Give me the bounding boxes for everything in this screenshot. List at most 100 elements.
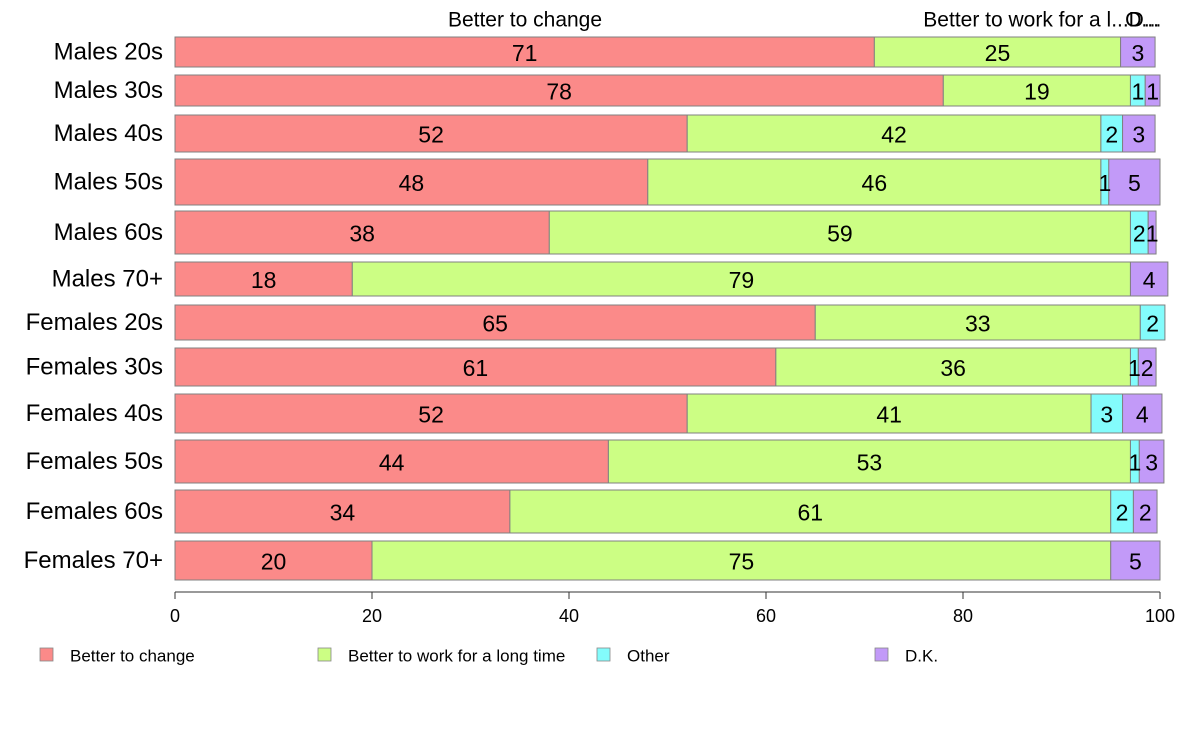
segment-header-label: Better to change	[448, 9, 602, 32]
data-label: 36	[940, 355, 966, 381]
bar-segment-better-to-work-for-a-long-time	[873, 36, 1122, 68]
bar-segment-better-to-work-for-a-long-time	[686, 393, 1092, 434]
x-tick-label: 20	[362, 606, 382, 626]
legend-swatch-d-k	[874, 647, 889, 662]
bar-segment-better-to-change	[174, 347, 777, 387]
category-label: Males 50s	[54, 169, 163, 196]
category-label: Females 30s	[26, 354, 163, 381]
bar-segment-d-k	[1138, 439, 1165, 484]
data-label: 2	[1141, 355, 1154, 381]
segment-header-label: Better to work for a l...	[923, 9, 1128, 32]
data-label: 41	[876, 402, 902, 428]
data-label: 79	[729, 267, 755, 293]
data-label: 44	[379, 450, 405, 476]
bar-segment-better-to-change	[174, 393, 688, 434]
value-labels-layer: 71 25 378 19 1 152 42 2 348 46 1 538 59 2 118 79 465 33 26…	[251, 40, 1159, 575]
bar-segment-better-to-work-for-a-long-time	[686, 114, 1102, 153]
data-label: 1	[1098, 170, 1111, 196]
category-label: Females 40s	[26, 400, 163, 427]
data-label: 1	[1146, 79, 1159, 105]
data-label: 4	[1143, 267, 1156, 293]
data-label: 2	[1146, 311, 1159, 337]
data-label: 46	[862, 170, 888, 196]
bar-segment-better-to-change	[174, 439, 609, 484]
segment-header-label: O...	[1125, 9, 1159, 32]
bar-segment-better-to-work-for-a-long-time	[814, 304, 1141, 341]
category-label: Females 70+	[24, 547, 163, 574]
bar-segment-d-k	[1144, 74, 1161, 107]
legend-swatch-better-to-work-for-a-long-time	[317, 647, 332, 662]
bar-segment-better-to-work-for-a-long-time	[509, 489, 1112, 534]
bar-segment-better-to-change	[174, 489, 511, 534]
bar-segment-better-to-work-for-a-long-time	[942, 74, 1131, 107]
data-label: 2	[1139, 500, 1152, 526]
bar-segment-better-to-work-for-a-long-time	[607, 439, 1131, 484]
bar-segment-better-to-work-for-a-long-time	[371, 540, 1112, 581]
data-label: 61	[463, 355, 489, 381]
data-label: 1	[1128, 355, 1141, 381]
data-label: 52	[418, 122, 444, 148]
bar-segment-better-to-change	[174, 540, 373, 581]
data-label: 71	[512, 40, 538, 66]
data-label: 42	[881, 122, 907, 148]
category-label: Males 60s	[54, 219, 163, 246]
bar-segment-better-to-work-for-a-long-time	[775, 347, 1131, 387]
category-label: Males 30s	[54, 77, 163, 104]
legend-label: Better to change	[70, 647, 195, 666]
legend-swatch-better-to-change	[39, 647, 54, 662]
data-label: 4	[1136, 402, 1149, 428]
data-label: 61	[798, 500, 824, 526]
data-label: 2	[1116, 500, 1129, 526]
data-label: 25	[985, 40, 1011, 66]
category-labels-layer: Males 20s Males 30s Males 40s Males 50s Male…	[24, 39, 163, 575]
data-label: 52	[418, 402, 444, 428]
bar-segment-better-to-work-for-a-long-time	[548, 210, 1131, 255]
data-label: 78	[546, 79, 572, 105]
data-label: 3	[1145, 450, 1158, 476]
data-label: 1	[1128, 450, 1141, 476]
data-label: 53	[857, 450, 883, 476]
data-label: 59	[827, 221, 853, 247]
data-label: 33	[965, 311, 991, 337]
x-tick-label: 100	[1145, 606, 1175, 626]
data-label: 19	[1024, 79, 1050, 105]
x-tick-label: 60	[756, 606, 776, 626]
bar-segment-d-k	[1120, 36, 1156, 68]
bar-segment-better-to-change	[174, 36, 875, 68]
bar-segment-d-k	[1108, 158, 1161, 206]
legend: Better to change Better to work for a lon…	[39, 647, 938, 666]
bar-segment-better-to-change	[174, 304, 816, 341]
bar-segment-d-k	[1122, 393, 1163, 434]
data-label: 2	[1133, 221, 1146, 247]
category-label: Males 70+	[52, 266, 163, 293]
x-tick-label: 0	[170, 606, 180, 626]
bar-segment-better-to-change	[174, 158, 649, 206]
category-label: Males 40s	[54, 120, 163, 147]
bar-segment-d-k	[1129, 261, 1169, 297]
data-label: 2	[1105, 122, 1118, 148]
x-tick-label: 80	[953, 606, 973, 626]
bar-segment-d-k	[1122, 114, 1156, 153]
segment-header-labels: Better to change Better to work for a l..…	[448, 9, 1161, 32]
bar-segment-better-to-work-for-a-long-time	[647, 158, 1102, 206]
bar-segment-d-k	[1110, 540, 1161, 581]
category-label: Females 60s	[26, 498, 163, 525]
category-label: Females 20s	[26, 309, 163, 336]
legend-swatch-other	[596, 647, 611, 662]
data-label: 20	[261, 549, 287, 575]
legend-label: D.K.	[905, 647, 938, 666]
data-label: 18	[251, 267, 277, 293]
x-tick-label: 40	[559, 606, 579, 626]
data-label: 48	[399, 170, 425, 196]
bar-segment-better-to-change	[174, 114, 688, 153]
bar-segment-other	[1139, 304, 1166, 341]
category-label: Males 20s	[54, 39, 163, 66]
legend-label: Better to work for a long time	[348, 647, 565, 666]
data-label: 5	[1129, 549, 1142, 575]
bar-segment-d-k	[1147, 210, 1157, 255]
bar-segment-better-to-change	[174, 210, 550, 255]
data-label: 65	[482, 311, 508, 337]
data-label: 3	[1131, 40, 1144, 66]
segment-header-label: D...	[1129, 9, 1162, 32]
